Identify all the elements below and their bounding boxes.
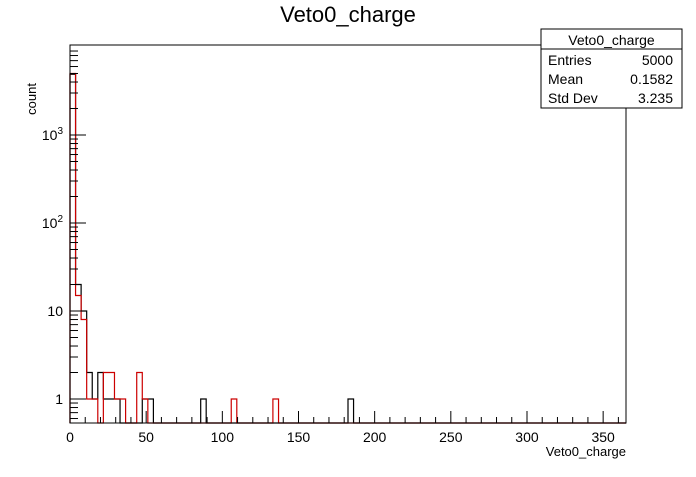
y-axis-label: count <box>24 83 39 115</box>
y-tick-label: 103 <box>42 126 64 143</box>
x-tick-label: 350 <box>591 429 615 445</box>
histogram-bin <box>70 74 76 423</box>
histogram-bin <box>142 399 148 423</box>
stats-mean-label: Mean <box>548 71 583 87</box>
histogram-bin <box>70 73 76 423</box>
histogram-bin <box>81 311 87 423</box>
histogram-bin <box>76 285 82 423</box>
histogram-bin <box>109 373 115 423</box>
stats-stddev-value: 3.235 <box>638 90 673 106</box>
series-0 <box>69 73 626 424</box>
histogram-bin <box>92 399 98 423</box>
histogram-bin <box>348 399 354 423</box>
x-axis-label: Veto0_charge <box>546 444 626 459</box>
histogram-bin <box>87 373 93 423</box>
histogram-bin <box>81 320 87 423</box>
x-tick-label: 250 <box>439 429 463 445</box>
stats-stddev-label: Std Dev <box>548 90 598 106</box>
x-tick-label: 0 <box>66 429 74 445</box>
y-tick-label: 1 <box>55 391 63 407</box>
histogram-bin <box>87 399 93 423</box>
x-tick-label: 150 <box>287 429 311 445</box>
stats-entries-value: 5000 <box>642 52 673 68</box>
histogram-bin <box>120 399 126 423</box>
y-tick-label: 10 <box>47 303 63 319</box>
plot-frame <box>69 44 627 424</box>
x-tick-label: 50 <box>138 429 154 445</box>
stats-mean-value: 0.1582 <box>630 71 673 87</box>
stats-entries-label: Entries <box>548 52 592 68</box>
stats-box: Veto0_charge Entries 5000 Mean 0.1582 St… <box>540 28 683 109</box>
histogram-outline <box>69 73 626 424</box>
chart-title: Veto0_charge <box>280 2 416 27</box>
histogram-outline <box>69 72 626 424</box>
histogram-bin <box>92 399 98 423</box>
histogram-bin <box>148 399 154 423</box>
y-tick-label: 102 <box>42 214 64 231</box>
histogram-bin <box>201 399 206 423</box>
histogram-layer <box>69 72 626 424</box>
histogram-bin <box>142 399 148 423</box>
histogram-bin <box>98 373 104 423</box>
x-tick-label: 100 <box>211 429 235 445</box>
stats-box-frame <box>540 28 683 109</box>
histogram-bin <box>109 399 115 423</box>
histogram-bin <box>103 399 109 423</box>
histogram-bin <box>273 399 279 423</box>
histogram-bin <box>231 399 237 423</box>
series-1 <box>69 72 626 424</box>
histogram-bin <box>137 373 143 423</box>
x-tick-label: 300 <box>515 429 539 445</box>
histogram-bin <box>103 373 109 423</box>
x-tick-label: 200 <box>363 429 387 445</box>
stats-box-title: Veto0_charge <box>568 32 655 48</box>
axis-layer: 0 50 100 150 200 250 300 350 1 10 102 103 <box>42 50 619 445</box>
